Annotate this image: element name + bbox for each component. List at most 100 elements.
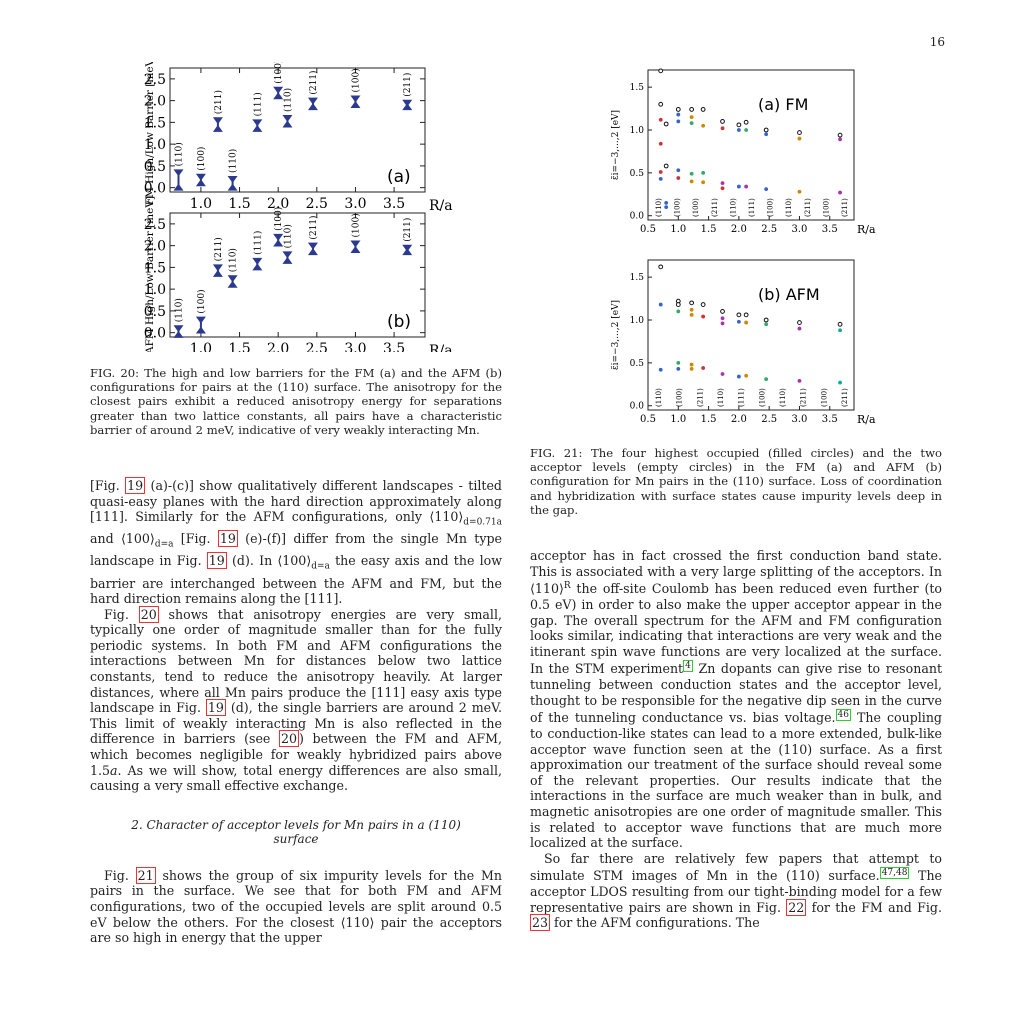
figure-ref-link[interactable]: 4 bbox=[683, 660, 693, 673]
figure-ref-link[interactable]: 19 bbox=[205, 699, 226, 717]
pair-label: (110) bbox=[228, 149, 239, 173]
x-tick-label: 3.0 bbox=[792, 414, 808, 425]
occupied-level-point bbox=[736, 319, 741, 324]
occupied-level-point bbox=[720, 372, 725, 376]
figure-ref-link[interactable]: 21 bbox=[135, 866, 156, 884]
paragraph: acceptor has in fact crossed the first c… bbox=[530, 548, 942, 851]
occupied-level-point bbox=[736, 128, 741, 132]
pair-label: (100) bbox=[676, 388, 684, 407]
x-tick-label: 1.5 bbox=[228, 196, 250, 212]
text-run: (d). In ⟨100⟩ bbox=[226, 553, 312, 569]
right-column: acceptor has in fact crossed the first c… bbox=[530, 548, 942, 932]
acceptor-level-point bbox=[797, 320, 802, 325]
pair-label: (110) bbox=[779, 388, 787, 407]
acceptor-level-point bbox=[700, 107, 706, 112]
pair-label: (211) bbox=[711, 198, 719, 217]
occupied-level-point bbox=[744, 373, 749, 378]
occupied-level-point bbox=[689, 121, 694, 126]
occupied-level-point bbox=[701, 314, 706, 319]
y-tick-label: 0.5 bbox=[630, 359, 645, 369]
occupied-level-point bbox=[764, 132, 769, 137]
occupied-level-point bbox=[676, 119, 681, 124]
acceptor-level-point bbox=[837, 321, 843, 327]
text-run: acceptor has in fact crossed the first c… bbox=[530, 548, 942, 597]
figure-ref-link[interactable]: 19 bbox=[125, 477, 146, 494]
pair-label: (211) bbox=[696, 388, 704, 407]
plot-frame bbox=[647, 259, 855, 411]
occupied-level-point bbox=[744, 128, 749, 132]
y-tick-label: 0.5 bbox=[630, 169, 645, 179]
occupied-level-point bbox=[689, 362, 694, 367]
acceptor-level-point bbox=[675, 107, 681, 112]
occupied-level-point bbox=[676, 168, 681, 173]
x-tick-label: 1.0 bbox=[190, 196, 212, 212]
acceptor-level-point bbox=[743, 119, 749, 125]
occupied-level-point bbox=[658, 176, 663, 181]
figure-ref-link[interactable]: 20 bbox=[138, 605, 159, 623]
text-run: (e)-(f)] differ from the single Mn type … bbox=[90, 531, 502, 569]
figure-ref-link[interactable]: 19 bbox=[206, 552, 227, 570]
pair-label: (211) bbox=[308, 215, 319, 239]
acceptor-level-point bbox=[663, 163, 669, 169]
fig20-panel-a: 0.0 0.5 1.0 1.5 2.0 2.5 1.0 1.5 2.0 2.5 3.0 3.5 R/a F… bbox=[144, 62, 453, 214]
pair-label: (100) bbox=[196, 289, 207, 313]
occupied-level-point bbox=[838, 190, 842, 195]
figure-ref-link[interactable]: 46 bbox=[835, 709, 851, 722]
acceptor-level-point bbox=[663, 121, 669, 127]
pair-label: (100) bbox=[767, 198, 775, 217]
y-tick-label: 2.5 bbox=[144, 72, 166, 88]
pair-label: (110) bbox=[282, 224, 293, 248]
acceptor-level-point bbox=[743, 312, 749, 318]
x-tick-label: 3.5 bbox=[822, 414, 838, 425]
text-run: the easy axis and the low barrier are in… bbox=[90, 553, 502, 607]
figure-ref-link[interactable]: 19 bbox=[217, 530, 238, 548]
text-run: (a)-(c)] show qualitatively different la… bbox=[90, 478, 502, 525]
figure-ref-link[interactable]: 23 bbox=[530, 914, 551, 932]
acceptor-level-point bbox=[736, 312, 742, 318]
y-tick-label: 1.5 bbox=[144, 115, 166, 131]
x-axis-label: R/a bbox=[857, 413, 876, 426]
occupied-level-point bbox=[701, 170, 706, 175]
y-tick-label: 0.0 bbox=[630, 402, 645, 412]
occupied-level-point bbox=[689, 312, 694, 317]
pair-label: (211) bbox=[213, 237, 224, 261]
section-heading: 2. Character of acceptor levels for Mn p… bbox=[131, 817, 461, 846]
pair-label: (100) bbox=[674, 198, 682, 217]
y-tick-label: 2.5 bbox=[144, 217, 166, 233]
pair-label: (100) bbox=[273, 207, 284, 231]
text-run: . As we will show, total energy differen… bbox=[90, 762, 502, 794]
x-tick-label: 2.5 bbox=[306, 341, 328, 352]
pair-label: (100) bbox=[196, 147, 207, 171]
occupied-level-point bbox=[720, 181, 725, 186]
pair-label: (111) bbox=[748, 198, 756, 217]
text-run: for the FM and Fig. bbox=[806, 899, 942, 915]
fig21-panel-a: 0.0 0.5 1.0 1.5 0.5 1.0 1.5 2.0 2.5 3.0 3.5 R/a ε̃i=… bbox=[610, 68, 876, 236]
y-tick-label: 0.0 bbox=[630, 212, 645, 222]
y-axis-label: ε̃i=−3,...,2 [eV] bbox=[610, 110, 621, 180]
acceptor-level-point bbox=[837, 132, 843, 138]
pair-label: (110) bbox=[655, 198, 663, 217]
occupied-level-point bbox=[797, 136, 802, 141]
occupied-level-point bbox=[658, 302, 663, 307]
x-tick-label: 1.5 bbox=[228, 341, 250, 352]
pair-label: (100) bbox=[822, 198, 830, 217]
figure-ref-link[interactable]: 47,48 bbox=[879, 867, 910, 880]
x-tick-label: 0.5 bbox=[640, 414, 656, 425]
occupied-level-point bbox=[701, 366, 706, 370]
x-tick-label: 1.0 bbox=[670, 224, 686, 235]
occupied-level-point bbox=[676, 366, 681, 371]
y-tick-label: 2.0 bbox=[144, 94, 166, 110]
y-tick-label: 0.0 bbox=[144, 181, 166, 197]
occupied-level-point bbox=[744, 184, 749, 189]
superscript: R bbox=[563, 581, 571, 592]
paragraph: Fig. 20 shows that anisotropy energies a… bbox=[90, 605, 502, 794]
acceptor-level-point bbox=[658, 101, 664, 107]
y-axis-label: FM High/Low Barrier [meV] bbox=[144, 62, 156, 205]
x-tick-label: 0.5 bbox=[640, 224, 656, 235]
pair-label: (110) bbox=[228, 248, 239, 272]
figure-ref-link[interactable]: 22 bbox=[786, 898, 807, 916]
y-tick-label: 0.5 bbox=[144, 159, 166, 175]
figure-20: 0.0 0.5 1.0 1.5 2.0 2.5 1.0 1.5 2.0 2.5 3.0 3.5 R/a F… bbox=[144, 62, 453, 352]
figure-ref-link[interactable]: 20 bbox=[278, 730, 300, 748]
text-run: the off-site Coulomb has been reduced ev… bbox=[530, 581, 942, 677]
